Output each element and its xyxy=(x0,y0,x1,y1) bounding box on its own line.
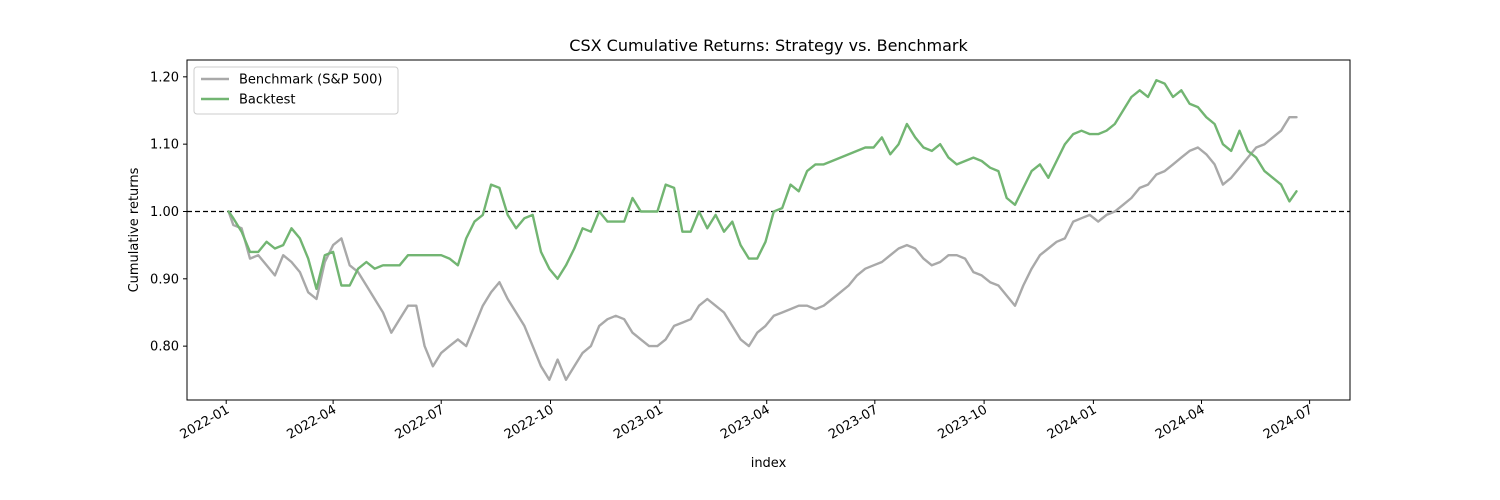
y-tick-label: 1.10 xyxy=(150,138,179,153)
legend: Benchmark (S&P 500) Backtest xyxy=(193,66,399,115)
plot-area xyxy=(187,79,1350,381)
series-layer xyxy=(227,79,1298,381)
y-tick-label: 1.00 xyxy=(150,205,179,220)
chart-title: CSX Cumulative Returns: Strategy vs. Ben… xyxy=(569,36,968,55)
series-line-benchmark xyxy=(227,116,1298,381)
y-tick-label: 0.90 xyxy=(150,272,179,287)
legend-label: Backtest xyxy=(239,93,296,108)
y-axis: 0.80 0.90 1.00 1.10 1.20 xyxy=(150,70,187,355)
y-tick-label: 0.80 xyxy=(150,340,179,355)
y-tick-label: 1.20 xyxy=(150,70,179,85)
legend-frame xyxy=(193,66,399,115)
legend-label: Benchmark (S&P 500) xyxy=(239,73,383,88)
y-axis-title: Cumulative returns xyxy=(127,167,142,292)
series-line-backtest xyxy=(227,79,1298,291)
plot-frame xyxy=(186,59,1351,401)
x-axis-title: index xyxy=(751,456,787,471)
